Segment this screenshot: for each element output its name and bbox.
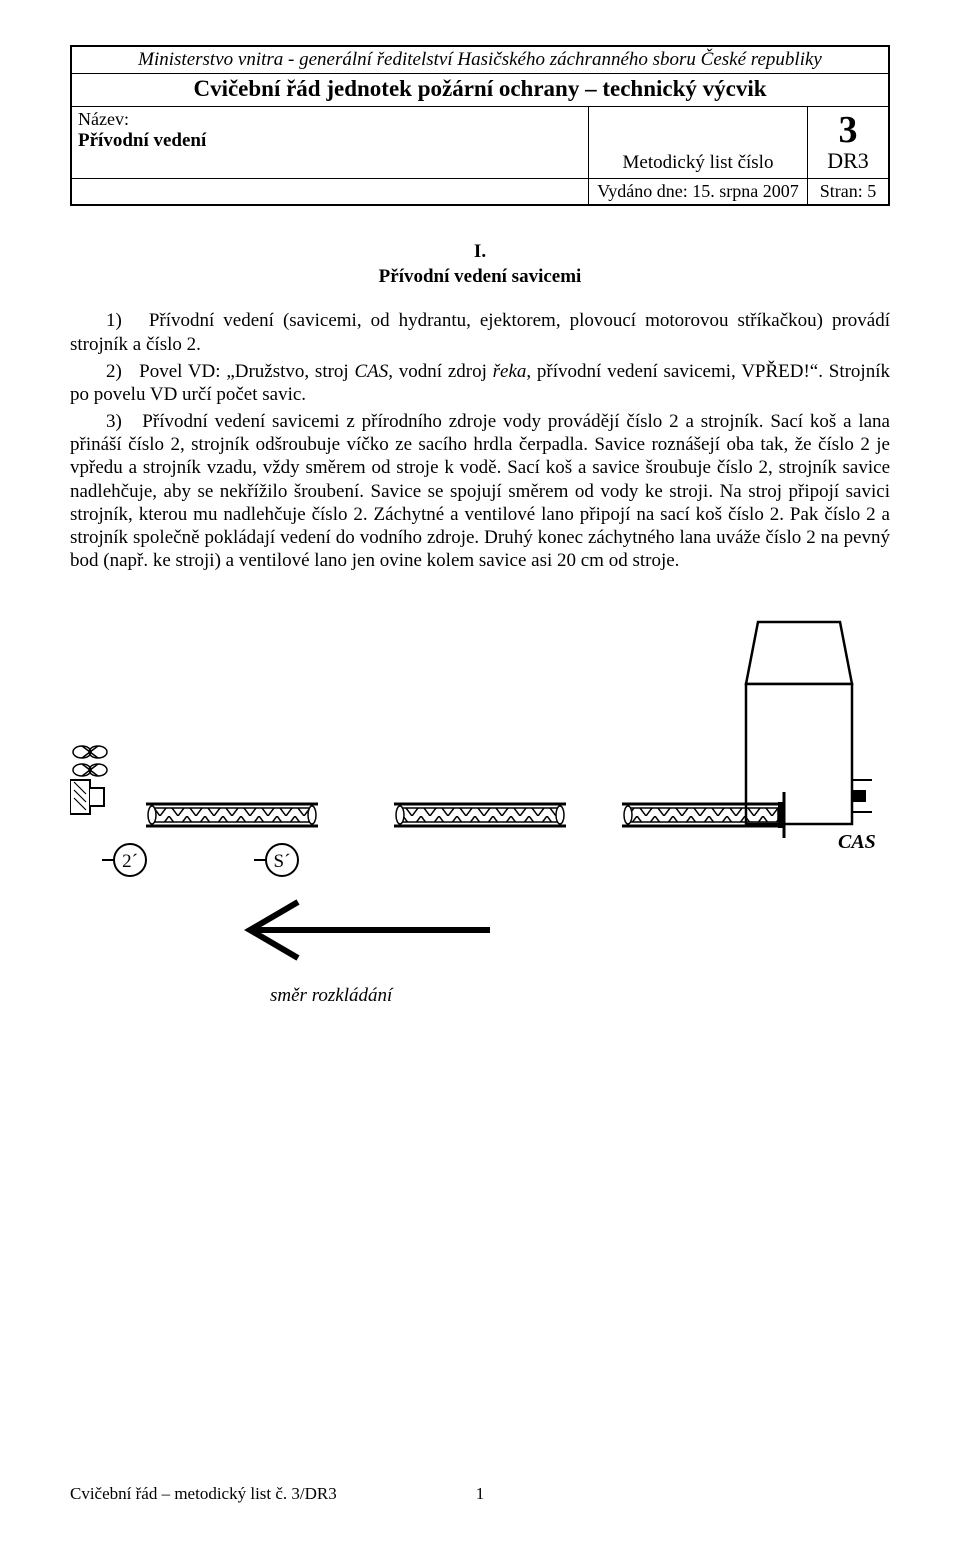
method-sheet-label: Metodický list číslo <box>623 152 774 174</box>
saci-kos <box>70 746 107 814</box>
savice-1 <box>146 804 318 826</box>
label-posS: S´ <box>274 851 291 872</box>
body-text: 1) Přívodní vedení (savicemi, od hydrant… <box>70 309 890 572</box>
para-3: 3) Přívodní vedení savicemi z přírodního… <box>70 410 890 572</box>
doc-code: DR3 <box>827 149 869 173</box>
main-title: Cvičební řád jednotek požární ochrany – … <box>72 74 888 107</box>
page-count: Stran: 5 <box>808 179 888 204</box>
page-footer: Cvičební řád – metodický list č. 3/DR3 1 <box>70 1484 890 1504</box>
header-name-cell: Název: Přívodní vedení <box>72 107 588 178</box>
name-label: Název: <box>78 109 582 130</box>
header-number-cell: 3 DR3 <box>808 107 888 178</box>
header-mid-cell: Metodický list číslo <box>588 107 808 178</box>
label-pos2: 2´ <box>122 851 138 872</box>
footer-page-number: 1 <box>476 1484 485 1504</box>
header-bottom-spacer <box>72 179 588 204</box>
truck-cas <box>746 622 872 824</box>
p2-italic-cas: CAS <box>354 361 388 382</box>
header-meta-row: Název: Přívodní vedení Metodický list čí… <box>72 107 888 178</box>
p2-italic-reka: řeka <box>493 361 527 382</box>
section-roman: I. <box>70 240 890 265</box>
section-heading: I. Přívodní vedení savicemi <box>70 240 890 289</box>
section-title-text: Přívodní vedení savicemi <box>379 266 582 287</box>
para-1: 1) Přívodní vedení (savicemi, od hydrant… <box>70 309 890 355</box>
header-bottom-row: Vydáno dne: 15. srpna 2007 Stran: 5 <box>72 178 888 204</box>
savice-2 <box>394 804 566 826</box>
p2-part-c: , vodní zdroj <box>388 361 492 382</box>
footer-left: Cvičební řád – metodický list č. 3/DR3 <box>70 1484 337 1504</box>
direction-arrow <box>250 902 490 958</box>
ministry-line: Ministerstvo vnitra - generální ředitels… <box>72 47 888 74</box>
name-value: Přívodní vedení <box>78 130 582 152</box>
doc-number: 3 <box>839 111 858 149</box>
diagram: CAS <box>70 612 890 992</box>
para-2: 2) Povel VD: „Družstvo, stroj CAS, vodní… <box>70 360 890 406</box>
issued-date: Vydáno dne: 15. srpna 2007 <box>588 179 808 204</box>
p2-part-a: 2) Povel VD: „Družstvo, stroj <box>106 361 354 382</box>
label-cas: CAS <box>838 831 876 853</box>
document-header: Ministerstvo vnitra - generální ředitels… <box>70 45 890 206</box>
